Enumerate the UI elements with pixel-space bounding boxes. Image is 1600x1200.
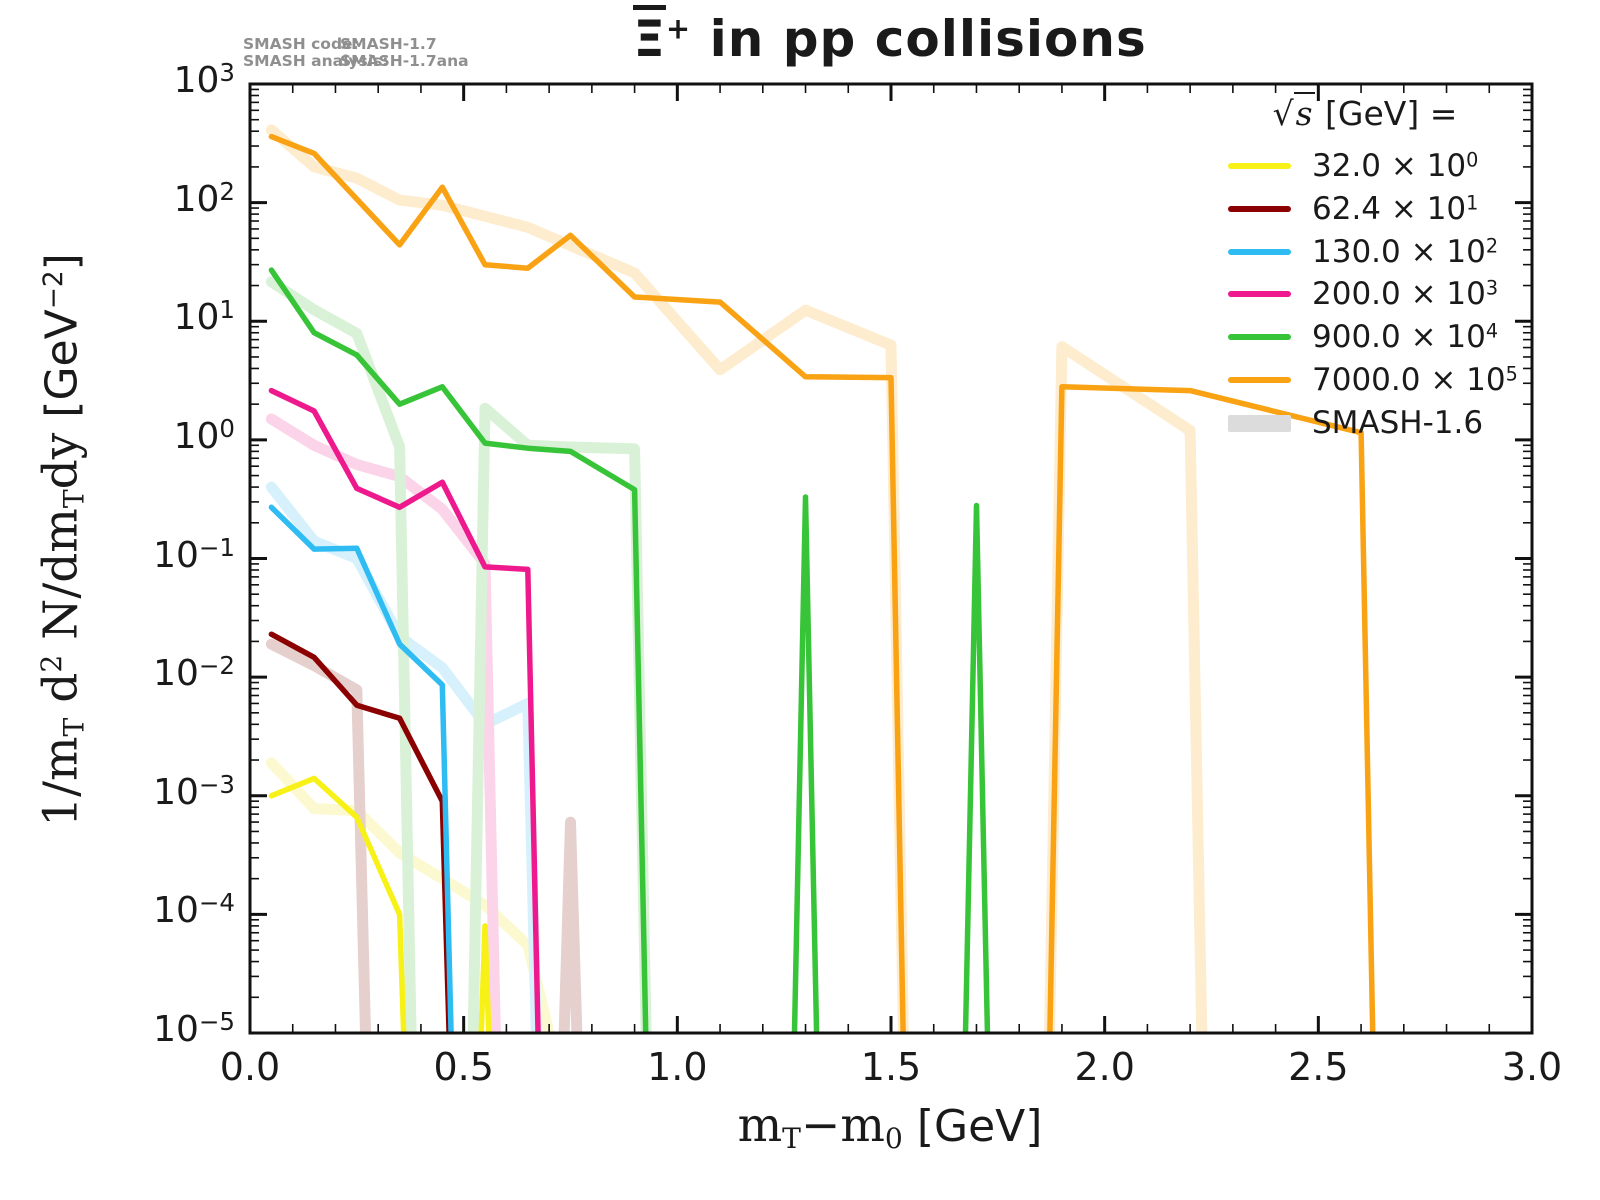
- smash-version-annotation: SMASH code:SMASH-1.7 SMASH analysis:SMAS…: [243, 36, 469, 70]
- x-tick-label-1.5: 1.5: [860, 1045, 922, 1089]
- legend-title-units: [GeV] =: [1314, 94, 1458, 133]
- ylabel-unit-close: ]: [36, 253, 88, 271]
- curve-sqrt-s-130-smash17: [268, 504, 454, 1033]
- x-tick-label-0.5: 0.5: [433, 1045, 494, 1089]
- legend-label-sqrt-s-900: 900.0 × 104: [1312, 319, 1499, 356]
- ylabel-sup: 2: [34, 654, 68, 673]
- curve-sqrt-s-130-smash16: [265, 481, 542, 1033]
- xlabel-part: −m: [800, 1098, 885, 1153]
- legend-swatch-sqrt-s-200: [1228, 291, 1291, 298]
- axis-ticks: [248, 82, 1534, 1035]
- y-tick-label-10e0: 100: [173, 413, 235, 457]
- chart-title: Ξ+ in pp collisions: [560, 5, 1220, 68]
- y-tick-label-10e-5: 10−5: [153, 1007, 235, 1051]
- curve-sqrt-s-7000-smash16: [265, 124, 1208, 1033]
- legend-swatch-sqrt-s-900: [1228, 334, 1291, 341]
- smash-code-value: SMASH-1.7: [340, 35, 437, 53]
- legend-label-sqrt-s-200: 200.0 × 103: [1312, 276, 1499, 313]
- smash-analysis-value: SMASH-1.7ana: [340, 52, 469, 70]
- xlabel-unit: [GeV]: [902, 1101, 1043, 1152]
- ylabel-sub: T: [57, 489, 91, 509]
- legend-swatch-sqrt-s-62: [1228, 205, 1291, 212]
- y-tick-label-10e-1: 10−1: [153, 532, 235, 576]
- curve-sqrt-s-7000-smash17: [268, 133, 1376, 1033]
- smash-code-line: SMASH code:SMASH-1.7: [243, 36, 469, 53]
- legend-title: √s [GeV] =: [1235, 92, 1495, 133]
- legend-label-sqrt-s-130: 130.0 × 102: [1312, 233, 1499, 270]
- legend-swatch-sqrt-s-32: [1228, 163, 1291, 169]
- y-tick-label-10e-2: 10−2: [153, 651, 235, 695]
- legend-label-sqrt-s-62: 62.4 × 101: [1312, 190, 1479, 227]
- legend-swatch-sqrt-s-7000: [1228, 377, 1291, 383]
- x-tick-label-0.0: 0.0: [219, 1045, 281, 1089]
- smash-analysis-label: SMASH analysis:: [243, 52, 389, 70]
- smash-code-label: SMASH code:: [243, 35, 359, 53]
- title-particle-xi: Ξ: [633, 5, 666, 68]
- x-tick-label-1.0: 1.0: [647, 1045, 708, 1089]
- curve-sqrt-s-32-smash17: [268, 775, 492, 1033]
- title-charge: +: [665, 11, 692, 46]
- x-tick-label-2.0: 2.0: [1074, 1045, 1135, 1089]
- y-tick-label-10e-4: 10−4: [153, 888, 235, 932]
- y-tick-label-10e2: 102: [173, 176, 235, 220]
- curve-sqrt-s-900-smash17: [268, 267, 991, 1033]
- ylabel-part: N/dm: [33, 508, 89, 655]
- y-tick-label-10e-3: 10−3: [153, 769, 235, 813]
- curve-sqrt-s-62-smash16: [265, 638, 583, 1033]
- legend-label-smash-16: SMASH-1.6: [1312, 404, 1484, 441]
- x-axis-label: mT−m0 [GeV]: [560, 1098, 1220, 1155]
- legend-label-sqrt-s-32: 32.0 × 100: [1312, 148, 1479, 184]
- curve-sqrt-s-900-smash16: [265, 276, 652, 1033]
- xlabel-part: m: [737, 1098, 783, 1153]
- x-tick-label-3.0: 3.0: [1501, 1045, 1563, 1089]
- legend-swatch-sqrt-s-130: [1228, 248, 1291, 255]
- xlabel-sub: 0: [884, 1122, 903, 1156]
- plot-area: [265, 124, 1376, 1033]
- y-tick-label-10e3: 103: [173, 58, 235, 102]
- ylabel-sub: T: [57, 717, 91, 737]
- xlabel-sub: T: [782, 1122, 801, 1156]
- sqrt-symbol: √s: [1272, 92, 1315, 133]
- x-tick-label-2.5: 2.5: [1288, 1045, 1349, 1089]
- y-tick-label-10e1: 101: [173, 295, 235, 339]
- smash-analysis-line: SMASH analysis:SMASH-1.7ana: [243, 53, 469, 70]
- title-text: in pp collisions: [691, 10, 1147, 68]
- curve-sqrt-s-200-smash17: [268, 387, 541, 1033]
- curve-sqrt-s-32-smash16: [265, 757, 555, 1033]
- legend-swatch-smash-16: [1228, 414, 1291, 432]
- legend-label-sqrt-s-7000: 7000.0 × 105: [1312, 362, 1518, 398]
